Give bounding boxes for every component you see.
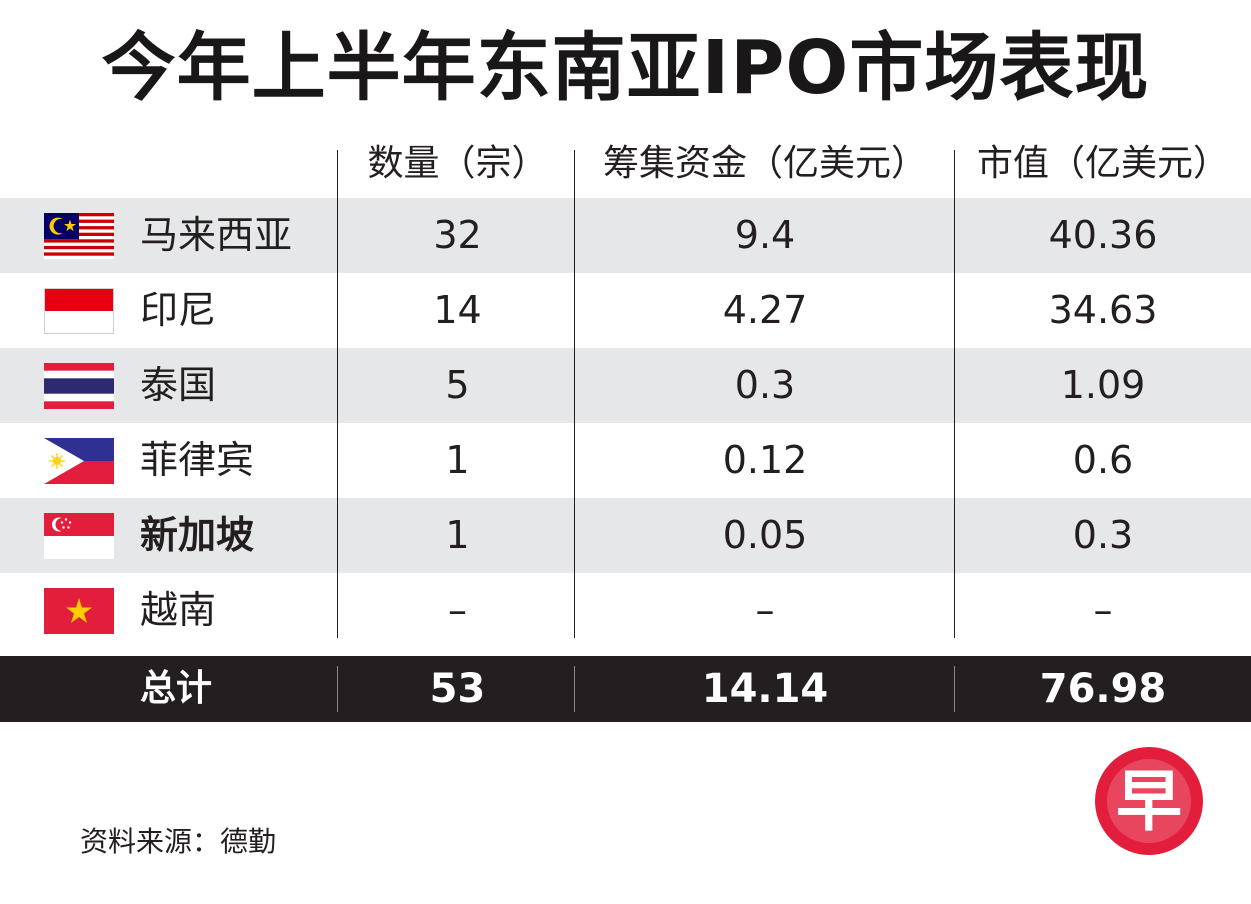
country-name: 越南 bbox=[140, 588, 217, 632]
country-name: 菲律宾 bbox=[140, 438, 255, 482]
market-cap-value: 0.6 bbox=[1072, 438, 1134, 482]
count-value: – bbox=[448, 588, 467, 632]
total-count-value: 53 bbox=[429, 666, 486, 712]
total-funds-value: 14.14 bbox=[701, 666, 829, 712]
indonesia-flag-icon bbox=[44, 288, 114, 334]
country-name: 新加坡 bbox=[140, 513, 255, 557]
table-row: 泰国 5 0.3 1.09 bbox=[0, 348, 1251, 423]
thailand-flag-icon bbox=[44, 363, 114, 409]
vietnam-flag-icon bbox=[44, 588, 114, 634]
market-cap-value: 34.63 bbox=[1048, 288, 1158, 332]
market-cap-value: – bbox=[1093, 588, 1113, 632]
total-market-cap-value: 76.98 bbox=[1039, 666, 1167, 712]
column-divider bbox=[574, 666, 575, 712]
funds-value: 9.4 bbox=[734, 213, 796, 257]
page-title: 今年上半年东南亚IPO市场表现 bbox=[101, 25, 1150, 111]
zaobao-logo-icon: 早 bbox=[1094, 746, 1204, 856]
count-value: 1 bbox=[445, 438, 470, 482]
count-value: 32 bbox=[433, 213, 482, 257]
column-divider bbox=[954, 150, 955, 638]
table-row: 马来西亚 32 9.4 40.36 bbox=[0, 198, 1251, 273]
source-note: 资料来源：德勤 bbox=[80, 825, 277, 858]
country-name: 印尼 bbox=[140, 288, 217, 332]
total-label: 总计 bbox=[140, 668, 213, 709]
market-cap-value: 40.36 bbox=[1048, 213, 1158, 257]
singapore-flag-icon bbox=[44, 513, 114, 559]
column-header-funds: 筹集资金（亿美元） bbox=[602, 143, 927, 184]
column-header-count: 数量（宗） bbox=[367, 143, 548, 184]
malaysia-flag-icon bbox=[44, 213, 114, 259]
funds-value: 0.05 bbox=[722, 513, 808, 557]
total-row: 总计 53 14.14 76.98 bbox=[0, 656, 1251, 722]
table-row: 越南 – – – bbox=[0, 573, 1251, 648]
table-row: 新加坡 1 0.05 0.3 bbox=[0, 498, 1251, 573]
count-value: 14 bbox=[433, 288, 482, 332]
count-value: 1 bbox=[445, 513, 470, 557]
market-cap-value: 0.3 bbox=[1072, 513, 1134, 557]
country-name: 马来西亚 bbox=[140, 213, 293, 257]
country-name: 泰国 bbox=[140, 363, 217, 407]
market-cap-value: 1.09 bbox=[1060, 363, 1146, 407]
column-divider bbox=[337, 150, 338, 638]
column-divider bbox=[574, 150, 575, 638]
column-divider bbox=[954, 666, 955, 712]
logo-character: 早 bbox=[1116, 763, 1182, 840]
count-value: 5 bbox=[445, 363, 470, 407]
funds-value: 0.12 bbox=[722, 438, 808, 482]
column-divider bbox=[337, 666, 338, 712]
table-row: 菲律宾 1 0.12 0.6 bbox=[0, 423, 1251, 498]
table-row: 印尼 14 4.27 34.63 bbox=[0, 273, 1251, 348]
funds-value: 0.3 bbox=[734, 363, 796, 407]
funds-value: 4.27 bbox=[722, 288, 808, 332]
philippines-flag-icon bbox=[44, 438, 114, 484]
column-header-market-cap: 市值（亿美元） bbox=[976, 143, 1229, 184]
funds-value: – bbox=[755, 588, 775, 632]
